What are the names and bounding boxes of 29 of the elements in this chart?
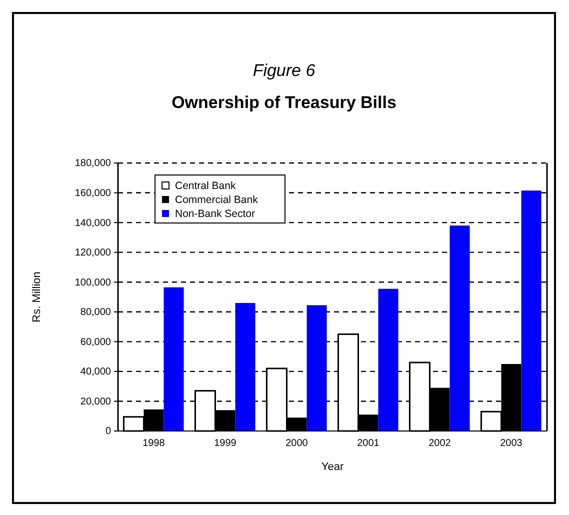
x-tick-label: 1998 [142,438,166,450]
x-tick-label: 2002 [428,438,452,450]
y-tick-label: 140,000 [74,218,112,229]
bar [450,226,470,431]
bar [521,190,542,431]
y-tick-label: 60,000 [80,336,112,348]
y-axis-title: Rs. Million [31,272,43,322]
y-tick-label: 180,000 [74,158,112,170]
y-tick-label: 20,000 [80,396,112,408]
y-tick-label: 160,000 [74,188,112,199]
chart-title: Figure 6 [252,61,316,80]
x-tick-label: 2001 [357,438,380,450]
y-tick-label: 100,000 [74,277,112,288]
x-tick-label: 2000 [286,438,308,450]
x-tick-label: 1999 [214,438,237,450]
legend-label: Commercial Bank [175,194,259,206]
bar [235,302,256,431]
y-tick-label: 40,000 [80,366,112,378]
legend-label: Central Bank [175,180,236,192]
legend-label: Non-Bank Sector [175,208,256,220]
bar [378,288,398,431]
y-tick-label: 120,000 [74,248,112,259]
y-tick-label: 80,000 [80,307,112,318]
bar [306,305,327,431]
x-tick-label: 2003 [500,438,523,450]
x-axis-title: Year [321,461,344,473]
y-tick-label: 0 [105,426,112,438]
bar [164,287,184,431]
chart-subtitle: Ownership of Treasury Bills [172,93,396,112]
